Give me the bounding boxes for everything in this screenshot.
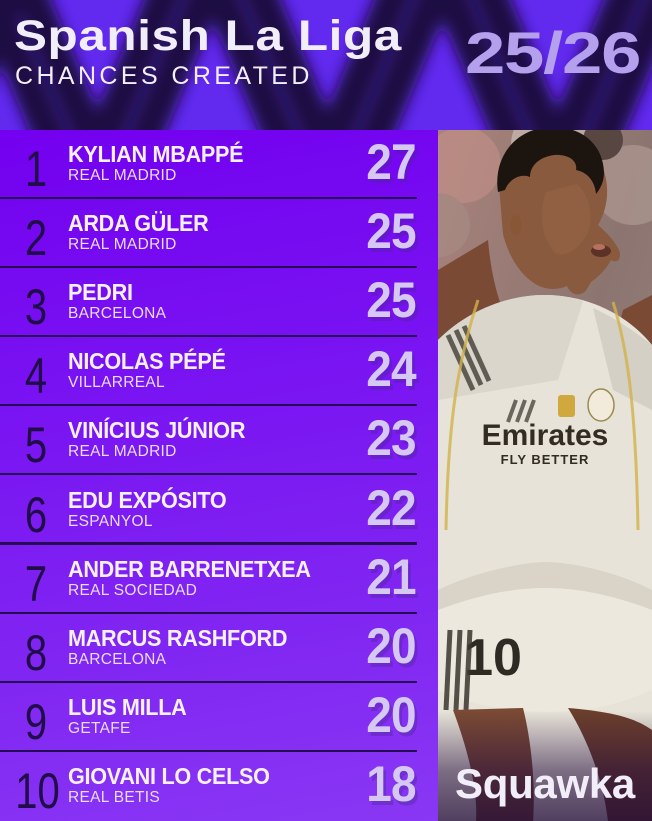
svg-text:Emirates: Emirates: [482, 419, 609, 452]
svg-text:FLY BETTER: FLY BETTER: [501, 452, 590, 467]
svg-text:10: 10: [464, 629, 522, 687]
